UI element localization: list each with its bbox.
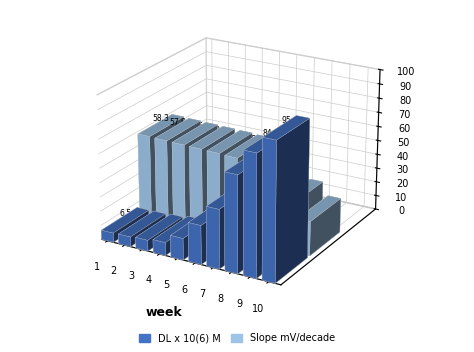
X-axis label: week: week — [145, 306, 182, 319]
Legend: DL x 10(6) M, Slope mV/decade: DL x 10(6) M, Slope mV/decade — [135, 329, 339, 347]
